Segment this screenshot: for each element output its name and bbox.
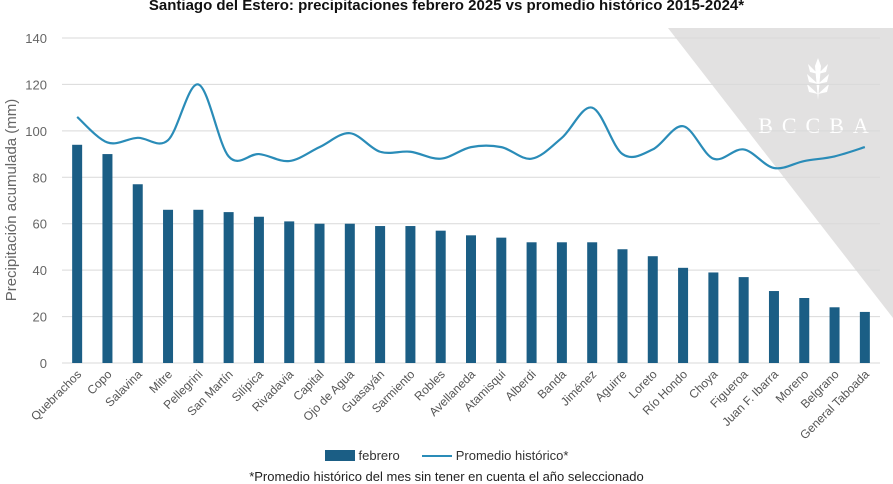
legend-label-promedio: Promedio histórico* bbox=[455, 448, 569, 464]
bar-febrero bbox=[617, 249, 628, 363]
y-tick-label: 20 bbox=[33, 310, 47, 325]
bar-febrero bbox=[223, 212, 234, 363]
bar-febrero bbox=[284, 221, 295, 363]
legend-swatch-promedio bbox=[421, 454, 452, 457]
bar-febrero bbox=[708, 272, 719, 363]
bar-febrero bbox=[829, 307, 840, 363]
watermark-background bbox=[668, 28, 893, 318]
bar-febrero bbox=[678, 267, 689, 363]
svg-text:BCCBA: BCCBA bbox=[758, 113, 878, 138]
bar-febrero bbox=[799, 298, 810, 363]
y-tick-label: 80 bbox=[33, 170, 47, 185]
bar-febrero bbox=[132, 184, 143, 363]
bar-febrero bbox=[375, 226, 386, 363]
bar-febrero bbox=[556, 242, 567, 363]
bar-febrero bbox=[526, 242, 537, 363]
footnote: *Promedio histórico del mes sin tener en… bbox=[249, 469, 644, 484]
bar-febrero bbox=[496, 237, 507, 363]
legend: febrero Promedio histórico* bbox=[0, 447, 893, 463]
series-line-promedio-historico bbox=[76, 83, 866, 170]
x-tick-label: Alberdi bbox=[502, 367, 538, 403]
bar-febrero bbox=[647, 256, 658, 363]
bar-febrero bbox=[163, 209, 174, 363]
y-tick-label: 40 bbox=[33, 263, 47, 278]
bar-febrero bbox=[72, 144, 83, 363]
bar-febrero bbox=[405, 226, 416, 363]
bar-febrero bbox=[253, 216, 264, 363]
watermark-logo: BCCBA bbox=[758, 58, 878, 138]
bar-febrero bbox=[738, 277, 749, 363]
chart-title: Santiago del Estero: precipitaciones feb… bbox=[148, 0, 745, 14]
y-tick-label: 120 bbox=[25, 77, 47, 92]
y-tick-label: 100 bbox=[25, 124, 47, 139]
bar-febrero bbox=[344, 223, 355, 363]
bar-febrero bbox=[314, 223, 325, 363]
y-axis-label: Precipitación acumulada (mm) bbox=[3, 99, 20, 302]
bar-febrero bbox=[466, 235, 476, 363]
x-tick-label: Aguirre bbox=[592, 367, 629, 404]
bar-febrero bbox=[102, 154, 113, 363]
bar-febrero bbox=[193, 209, 204, 363]
y-tick-label: 60 bbox=[33, 217, 47, 232]
legend-swatch-febrero bbox=[324, 450, 355, 462]
bar-febrero bbox=[587, 242, 598, 363]
y-tick-label: 0 bbox=[40, 356, 47, 371]
x-tick-label: Quebrachos bbox=[28, 367, 84, 423]
bar-febrero bbox=[859, 311, 870, 363]
bar-febrero bbox=[768, 291, 779, 363]
legend-label-febrero: febrero bbox=[358, 448, 400, 464]
y-tick-label: 140 bbox=[25, 31, 47, 46]
bar-febrero bbox=[435, 230, 446, 363]
